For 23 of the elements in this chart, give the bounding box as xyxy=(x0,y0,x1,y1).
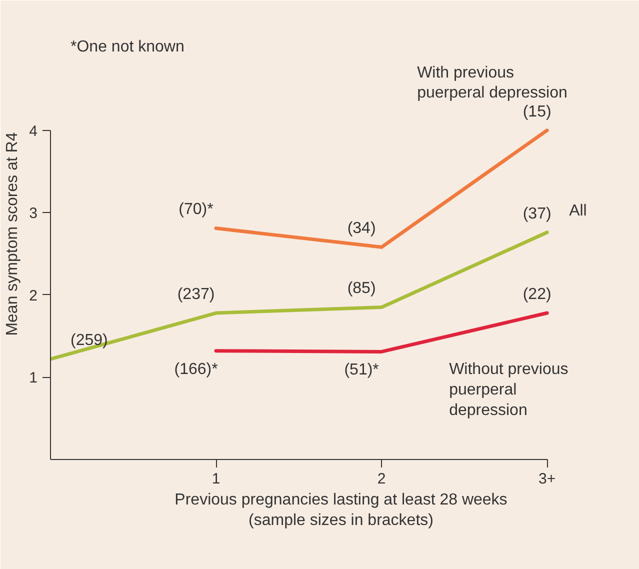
annotation: (259) xyxy=(70,332,108,350)
y-axis-title: Mean symptom scores at R4 xyxy=(4,132,22,336)
annotation: (51)* xyxy=(344,362,379,379)
annotation: (34) xyxy=(347,220,376,238)
x-tick-label: 2 xyxy=(377,470,386,488)
annotation: (37) xyxy=(522,205,552,222)
y-tick-label: 4 xyxy=(29,122,38,140)
text: *One not known xyxy=(70,38,184,56)
y-tick-label: 1 xyxy=(29,370,38,387)
x-tick-label: 3+ xyxy=(538,470,556,488)
y-tick-label: 3 xyxy=(29,205,38,222)
series-label: Without previous puerperal depression xyxy=(449,361,568,419)
annotation: (237) xyxy=(177,286,215,304)
series-label: All xyxy=(569,202,587,220)
text: With previous puerperal depression xyxy=(417,64,568,102)
x-tick-label: 1 xyxy=(212,470,220,488)
x-axis-title: Previous pregnancies lasting at least 28 weeks (sample sizes in brackets) xyxy=(174,492,508,529)
annotation: (166)* xyxy=(174,360,218,378)
annotation: (15) xyxy=(522,103,552,120)
annotation: (22) xyxy=(522,286,552,304)
annotation: (85) xyxy=(347,280,376,298)
y-tick-label: 2 xyxy=(29,287,38,304)
annotation: (70)* xyxy=(178,201,214,218)
